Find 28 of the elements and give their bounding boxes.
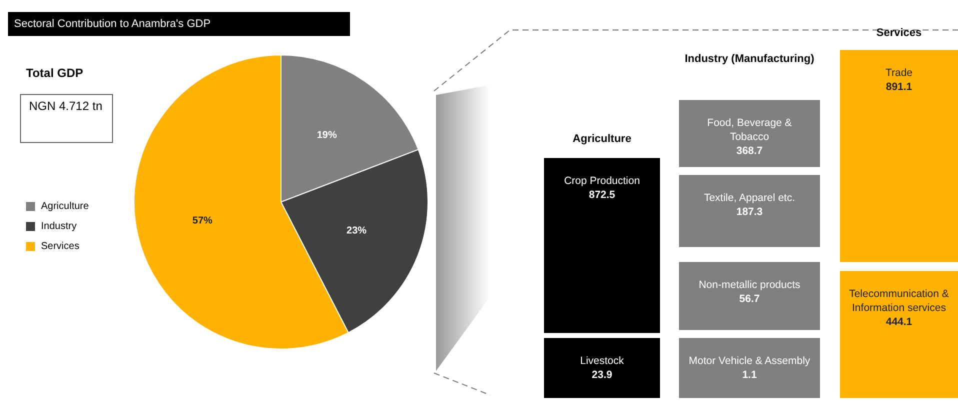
- category-label: Textile, Apparel etc.: [702, 191, 796, 205]
- category-label: Telecommunication & Information services: [848, 287, 950, 315]
- data-label: 56.7: [738, 292, 761, 306]
- category-label: Motor Vehicle & Assembly: [688, 354, 812, 368]
- category-label: Non-metallic products: [698, 278, 802, 292]
- text: Total GDP: [26, 66, 84, 80]
- category-label: Livestock: [579, 354, 625, 368]
- data-label: 19%: [316, 130, 337, 141]
- data-label: 872.5: [588, 188, 616, 202]
- text: Industry (Manufacturing): [684, 52, 816, 66]
- data-label: 1.1: [741, 368, 758, 382]
- data-label: 57%: [192, 216, 213, 227]
- data-label: 23%: [346, 225, 367, 236]
- text: Agriculture: [572, 132, 632, 146]
- data-label: 23.9: [590, 368, 614, 382]
- legend-label: Services: [41, 240, 80, 252]
- text: NGN 4.712 tn: [20, 94, 113, 143]
- category-label: Trade: [884, 66, 914, 80]
- chart-title: Sectoral Contribution to Anambra's GDP: [8, 12, 350, 36]
- data-label: 444.1: [884, 315, 914, 329]
- category-label: Crop Production: [563, 174, 641, 188]
- legend-label: Agriculture: [41, 200, 89, 212]
- data-label: 891.1: [884, 80, 914, 94]
- data-label: 187.3: [735, 205, 764, 219]
- legend-label: Industry: [41, 220, 77, 232]
- category-label: Food, Beverage & Tobacco: [706, 116, 793, 144]
- data-label: 368.7: [735, 144, 764, 158]
- text: Services: [875, 26, 923, 40]
